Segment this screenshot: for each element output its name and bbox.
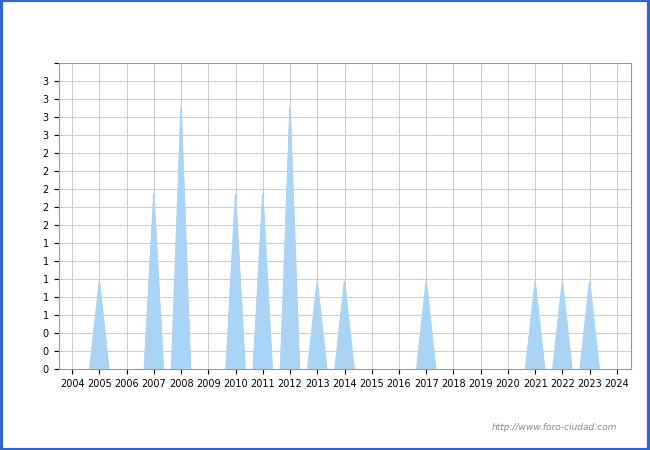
Polygon shape <box>144 194 163 369</box>
Polygon shape <box>526 282 545 369</box>
Polygon shape <box>254 194 272 369</box>
Polygon shape <box>90 282 109 369</box>
Polygon shape <box>307 282 327 369</box>
Polygon shape <box>281 107 300 369</box>
Text: Ibrillos - Evolucion del Nº de Transacciones Inmobiliarias: Ibrillos - Evolucion del Nº de Transacci… <box>109 19 541 35</box>
Polygon shape <box>417 282 436 369</box>
Polygon shape <box>553 282 572 369</box>
Polygon shape <box>580 282 599 369</box>
Polygon shape <box>172 107 190 369</box>
Polygon shape <box>226 194 245 369</box>
Text: http://www.foro-ciudad.com: http://www.foro-ciudad.com <box>492 423 618 432</box>
Polygon shape <box>335 282 354 369</box>
